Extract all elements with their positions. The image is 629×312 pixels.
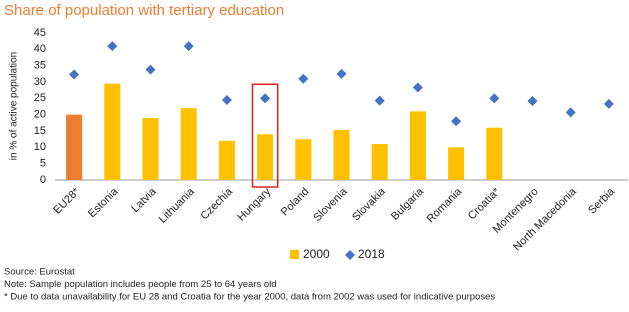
bar — [104, 83, 121, 180]
x-tick-label: Croatia* — [466, 185, 503, 222]
x-tick-label: Estonia — [86, 185, 121, 220]
diamond-marker — [489, 93, 500, 104]
highlight-box — [251, 83, 279, 188]
legend-label: 2000 — [303, 247, 330, 261]
diamond-marker — [145, 64, 156, 75]
diamond-marker — [451, 116, 462, 127]
bar — [295, 139, 312, 180]
bar — [180, 108, 197, 180]
legend-swatch — [290, 250, 299, 259]
x-tick-label: Poland — [279, 186, 312, 219]
diamond-marker — [107, 41, 118, 52]
y-axis-title: in % of active population — [9, 52, 20, 160]
y-tick-label: 45 — [34, 27, 46, 39]
legend-label: 2018 — [358, 247, 385, 261]
x-tick-label: Serbia — [586, 185, 618, 217]
y-tick-label: 10 — [34, 141, 46, 153]
bar — [409, 111, 426, 180]
bar — [333, 130, 350, 180]
diamond-marker — [412, 82, 423, 93]
bar — [142, 117, 159, 180]
diamond-marker — [221, 94, 232, 105]
x-tick-label: Hungary — [235, 185, 273, 223]
diamond-marker — [298, 73, 309, 84]
diamond-marker — [374, 95, 385, 106]
bar — [486, 127, 503, 180]
y-tick-label: 40 — [34, 43, 46, 55]
y-tick-label: 0 — [40, 174, 46, 186]
footnote: Source: Eurostat — [4, 267, 75, 278]
y-tick-label: 5 — [40, 158, 46, 170]
bar — [66, 114, 83, 180]
y-tick-label: 15 — [34, 125, 46, 137]
footnote: * Due to data unavailability for EU 28 a… — [4, 292, 495, 303]
footnote: Note: Sample population includes people … — [4, 279, 277, 290]
diamond-marker — [603, 98, 614, 109]
x-tick-label: Czechia — [198, 185, 235, 222]
diamond-marker — [260, 93, 271, 104]
x-tick-label: Slovakia — [350, 185, 389, 224]
x-tick-label: Slovenia — [311, 185, 350, 224]
bar — [257, 134, 274, 180]
x-tick-label: Latvia — [129, 185, 159, 215]
diamond-marker — [527, 95, 538, 106]
x-tick-label: Bulgaria — [389, 185, 427, 223]
diamond-marker — [565, 107, 576, 118]
bar — [371, 144, 388, 180]
y-tick-label: 20 — [34, 109, 46, 121]
diamond-marker — [336, 68, 347, 79]
y-tick-label: 35 — [34, 60, 46, 72]
diamond-marker — [183, 41, 194, 52]
x-tick-label: Lithuania — [157, 185, 198, 226]
y-tick-label: 25 — [34, 92, 46, 104]
bar — [218, 140, 235, 180]
x-tick-label: Romania — [425, 185, 465, 225]
legend-swatch — [345, 250, 355, 260]
y-tick-label: 30 — [34, 76, 46, 88]
x-tick-label: EU28* — [51, 185, 82, 216]
bar — [448, 147, 465, 180]
chart-title: Share of population with tertiary educat… — [4, 2, 284, 19]
diamond-marker — [69, 69, 80, 80]
